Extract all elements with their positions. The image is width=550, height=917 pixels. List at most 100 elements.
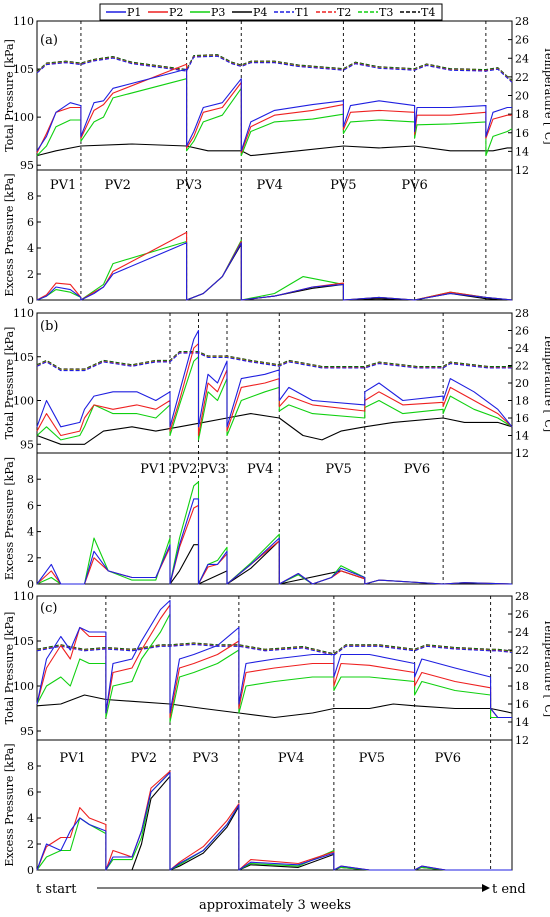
series-t1 bbox=[36, 352, 512, 372]
temp-ytick-label: 28 bbox=[515, 590, 529, 603]
excess-pressure-frame bbox=[36, 452, 513, 585]
time-caption: approximately 3 weeks bbox=[199, 898, 351, 913]
legend-label-p1: P1 bbox=[127, 6, 141, 19]
pv-label-pv5: PV5 bbox=[325, 462, 351, 477]
series-p2 bbox=[36, 604, 512, 719]
excess-pressure-ylabel: Excess Pressure [kPa] bbox=[3, 173, 16, 296]
legend-box bbox=[99, 3, 443, 21]
series-t1 bbox=[36, 643, 513, 656]
pv-label-pv6: PV6 bbox=[404, 462, 430, 477]
temp-ytick-label: 22 bbox=[515, 644, 529, 657]
legend: P1 P2 P3 P4 T1 T2 T3 T4 bbox=[99, 3, 443, 21]
temp-ytick-label: 22 bbox=[515, 71, 529, 84]
pv-label-pv2: PV2 bbox=[171, 462, 197, 477]
pv-label-pv5: PV5 bbox=[330, 178, 356, 193]
pv-label-pv1: PV1 bbox=[59, 751, 85, 766]
total-pressure-frame bbox=[36, 312, 513, 454]
pv-label-pv1: PV1 bbox=[140, 462, 166, 477]
excess-series-p4 bbox=[37, 243, 513, 301]
legend-label-t4: T4 bbox=[421, 6, 435, 19]
excess-ytick-label: 2 bbox=[27, 552, 34, 565]
series-p3 bbox=[36, 613, 512, 723]
temp-ytick-label: 18 bbox=[515, 680, 529, 693]
series-p1 bbox=[36, 329, 513, 428]
pv-label-pv6: PV6 bbox=[401, 178, 427, 193]
temp-ytick-label: 12 bbox=[515, 447, 529, 460]
temp-ytick-label: 16 bbox=[515, 698, 529, 711]
pv-label-pv2: PV2 bbox=[105, 178, 131, 193]
excess-series-p2 bbox=[36, 504, 513, 585]
excess-series-p1 bbox=[36, 242, 513, 301]
temp-ytick-label: 20 bbox=[515, 90, 529, 103]
total-pressure-ylabel: Total Pressure [kPa] bbox=[3, 327, 16, 440]
temperature-ylabel: Temperature [°C] bbox=[542, 334, 550, 432]
temp-ytick-label: 16 bbox=[515, 127, 529, 140]
series-p3 bbox=[36, 78, 513, 157]
total-ytick-label: 100 bbox=[13, 395, 34, 408]
excess-ytick-label: 0 bbox=[27, 294, 34, 307]
excess-pressure-ylabel: Excess Pressure [kPa] bbox=[3, 743, 16, 866]
temp-ytick-label: 26 bbox=[515, 608, 529, 621]
excess-pressure-frame bbox=[36, 739, 513, 871]
time-arrow-head bbox=[482, 884, 490, 892]
total-pressure-frame bbox=[36, 20, 513, 171]
excess-pressure-frame bbox=[36, 169, 513, 301]
total-ytick-label: 105 bbox=[13, 635, 34, 648]
series-p2 bbox=[36, 343, 513, 437]
total-ytick-label: 110 bbox=[13, 307, 34, 320]
temp-ytick-label: 20 bbox=[515, 662, 529, 675]
excess-ytick-label: 2 bbox=[27, 838, 34, 851]
temp-ytick-label: 20 bbox=[515, 377, 529, 390]
series-t1 bbox=[36, 55, 513, 83]
excess-series-p3 bbox=[36, 239, 513, 301]
legend-label-t2: T2 bbox=[337, 6, 351, 19]
excess-ytick-label: 4 bbox=[27, 812, 34, 825]
temp-ytick-label: 26 bbox=[515, 34, 529, 47]
excess-series-p3 bbox=[36, 481, 513, 585]
pv-label-pv2: PV2 bbox=[131, 751, 157, 766]
excess-series-p1 bbox=[36, 498, 513, 585]
pv-label-pv3: PV3 bbox=[176, 178, 202, 193]
total-ytick-label: 95 bbox=[20, 725, 34, 738]
pv-label-pv4: PV4 bbox=[278, 751, 304, 766]
excess-ytick-label: 4 bbox=[27, 242, 34, 255]
pv-label-pv1: PV1 bbox=[50, 178, 76, 193]
series-p3 bbox=[36, 356, 513, 441]
total-ytick-label: 100 bbox=[13, 680, 34, 693]
legend-label-p4: P4 bbox=[253, 6, 267, 19]
temp-ytick-label: 18 bbox=[515, 395, 529, 408]
series-p1 bbox=[36, 68, 512, 152]
time-end-label: t end bbox=[492, 882, 526, 897]
temp-ytick-label: 14 bbox=[515, 716, 529, 729]
series-p2 bbox=[36, 63, 512, 154]
excess-ytick-label: 8 bbox=[27, 190, 34, 203]
temp-ytick-label: 14 bbox=[515, 145, 529, 158]
excess-ytick-label: 8 bbox=[27, 473, 34, 486]
excess-ytick-label: 6 bbox=[27, 216, 34, 229]
total-ytick-label: 95 bbox=[20, 159, 34, 172]
time-axis: t start t end approximately 3 weeks bbox=[36, 882, 526, 913]
time-start-label: t start bbox=[36, 882, 77, 897]
total-ytick-label: 100 bbox=[13, 111, 34, 124]
legend-label-t1: T1 bbox=[295, 6, 309, 19]
pv-label-pv3: PV3 bbox=[200, 462, 226, 477]
pv-label-pv3: PV3 bbox=[192, 751, 218, 766]
series-p4 bbox=[36, 694, 513, 719]
legend-label-p3: P3 bbox=[211, 6, 225, 19]
excess-series-p1 bbox=[36, 771, 512, 871]
excess-series-p2 bbox=[36, 231, 513, 301]
temp-ytick-label: 24 bbox=[515, 52, 529, 65]
temp-ytick-label: 24 bbox=[515, 342, 529, 355]
temp-ytick-label: 12 bbox=[515, 164, 529, 177]
total-pressure-ylabel: Total Pressure [kPa] bbox=[3, 612, 16, 725]
temperature-ylabel: Temperature [°C] bbox=[542, 619, 550, 717]
legend-label-t3: T3 bbox=[379, 6, 393, 19]
excess-ytick-label: 0 bbox=[27, 864, 34, 877]
excess-ytick-label: 8 bbox=[27, 760, 34, 773]
temp-ytick-label: 12 bbox=[515, 734, 529, 747]
excess-series-p4 bbox=[37, 775, 512, 871]
